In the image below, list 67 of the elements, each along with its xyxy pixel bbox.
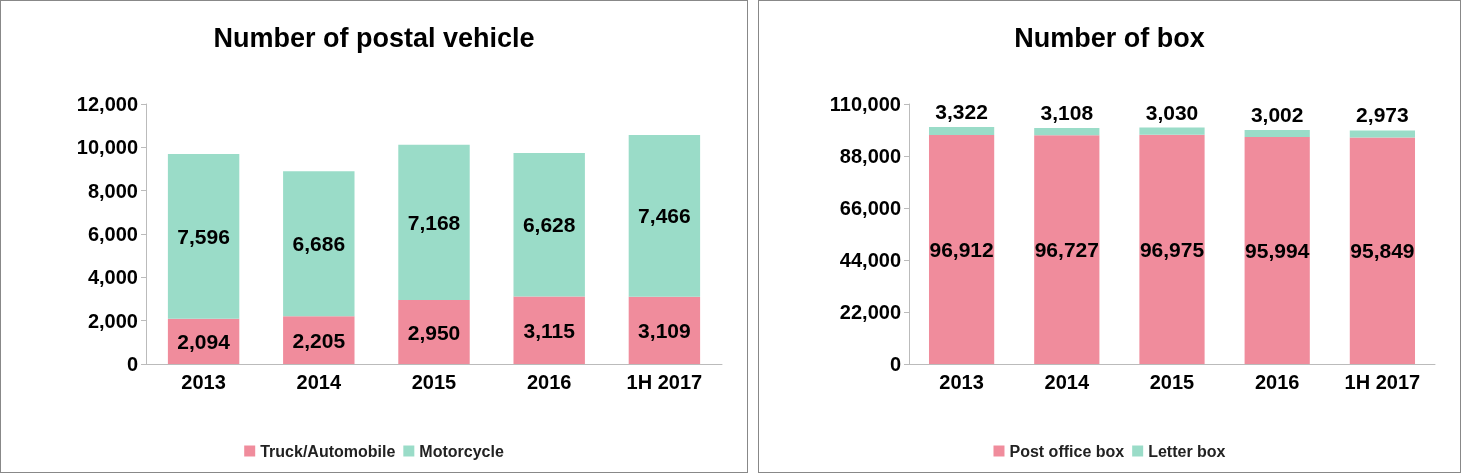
bar — [928, 134, 995, 364]
y-tick-label: 10,000 — [76, 136, 138, 159]
data-label: 7,168 — [407, 210, 461, 234]
data-label: 96,727 — [1034, 238, 1099, 262]
y-tick-label: 8,000 — [87, 179, 138, 202]
y-tick-label: 12,000 — [76, 93, 138, 115]
data-label: 96,975 — [1139, 237, 1205, 261]
data-label: 95,849 — [1350, 239, 1415, 263]
y-tick-label: 0 — [889, 353, 901, 375]
x-tick-label: 2015 — [411, 371, 457, 393]
data-label: 2,950 — [407, 320, 461, 344]
bar — [628, 296, 701, 364]
data-label: 2,205 — [292, 328, 346, 352]
y-tick-label: 110,000 — [829, 93, 901, 115]
bar — [1244, 137, 1310, 364]
bar — [283, 171, 355, 317]
data-label: 7,466 — [638, 204, 691, 228]
legend-label: Letter box — [1148, 442, 1226, 460]
bar — [1034, 128, 1100, 136]
x-tick-label: 2014 — [1044, 371, 1090, 393]
y-tick-label: 88,000 — [839, 145, 901, 167]
data-label: 2,973 — [1356, 103, 1409, 127]
y-tick-label: 4,000 — [87, 266, 138, 289]
data-label: 2,094 — [177, 329, 231, 353]
x-tick-label: 1H 2017 — [626, 371, 703, 393]
bar — [928, 127, 995, 135]
y-tick-label: 0 — [126, 353, 138, 375]
y-tick-label: 2,000 — [87, 309, 138, 332]
bar — [513, 296, 585, 364]
x-tick-label: 2013 — [939, 371, 984, 393]
x-tick-label: 2016 — [1254, 371, 1300, 393]
x-tick-label: 2013 — [181, 371, 226, 393]
x-tick-label: 2014 — [296, 371, 342, 393]
legend-label: Post office box — [1009, 442, 1125, 460]
chart-title: Number of postal vehicle — [213, 22, 535, 53]
y-tick-label: 6,000 — [87, 223, 138, 245]
bar — [1139, 127, 1205, 135]
x-tick-label: 1H 2017 — [1344, 371, 1421, 393]
bar — [628, 134, 701, 297]
bar — [1244, 130, 1310, 138]
bar — [1139, 134, 1205, 364]
x-tick-label: 2016 — [526, 371, 572, 393]
data-label: 3,108 — [1040, 101, 1094, 125]
bar — [1349, 137, 1416, 364]
data-label: 3,109 — [638, 318, 691, 342]
bar — [398, 144, 470, 301]
data-label: 3,115 — [523, 318, 576, 342]
data-label: 3,322 — [935, 100, 988, 124]
y-tick-label: 44,000 — [839, 249, 901, 271]
legend-label: Truck/Automobile — [260, 442, 396, 460]
data-label: 3,030 — [1145, 100, 1199, 124]
chart-title: Number of box — [1014, 22, 1205, 53]
bar — [167, 154, 240, 319]
data-label: 3,002 — [1250, 103, 1304, 127]
data-label: 6,628 — [522, 213, 576, 237]
data-label: 96,912 — [929, 237, 994, 261]
x-tick-label: 2015 — [1149, 371, 1195, 393]
y-tick-label: 66,000 — [839, 197, 901, 219]
data-label: 6,686 — [292, 232, 346, 256]
bar — [1034, 135, 1100, 364]
data-label: 7,596 — [177, 224, 230, 248]
bar — [1349, 130, 1416, 138]
bar — [513, 152, 585, 297]
data-label: 95,994 — [1245, 239, 1310, 263]
legend-label: Motorcycle — [419, 442, 504, 460]
y-tick-label: 22,000 — [839, 301, 901, 323]
bar — [398, 300, 470, 364]
